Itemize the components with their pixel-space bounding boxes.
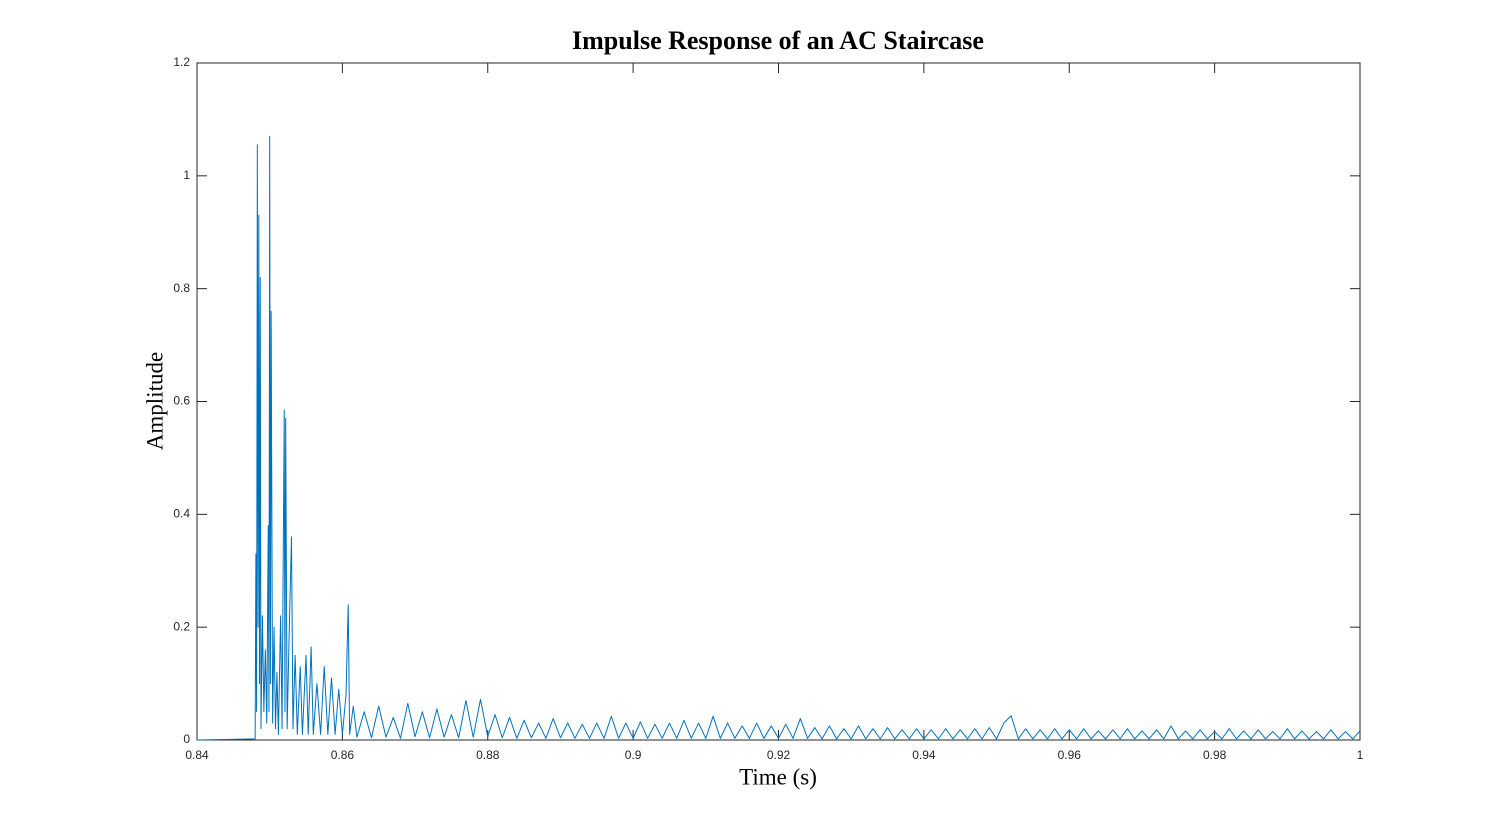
x-tick-label: 0.96 <box>1058 748 1082 762</box>
x-tick-label: 0.88 <box>476 748 500 762</box>
y-tick-label: 1 <box>183 168 190 182</box>
plot-frame <box>196 62 1361 741</box>
x-tick-label: 0.84 <box>185 748 209 762</box>
y-tick-label: 0.2 <box>173 619 190 633</box>
chart-title: Impulse Response of an AC Staircase <box>572 26 984 55</box>
x-tick-label: 0.86 <box>331 748 355 762</box>
x-tick-label: 0.98 <box>1203 748 1227 762</box>
y-tick-label: 0.4 <box>173 507 190 521</box>
signal-line <box>196 135 1361 741</box>
x-tick-label: 0.94 <box>912 748 936 762</box>
x-tick-label: 1 <box>1357 748 1364 762</box>
y-tick-label: 0.6 <box>173 394 190 408</box>
y-axis-label: Amplitude <box>142 352 167 450</box>
y-tick-label: 0.8 <box>173 281 190 295</box>
x-tick-label: 0.92 <box>767 748 791 762</box>
y-tick-label: 0 <box>183 732 190 746</box>
x-axis-label: Time (s) <box>739 764 817 789</box>
y-tick-label: 1.2 <box>173 55 190 69</box>
x-tick-label: 0.9 <box>625 748 642 762</box>
